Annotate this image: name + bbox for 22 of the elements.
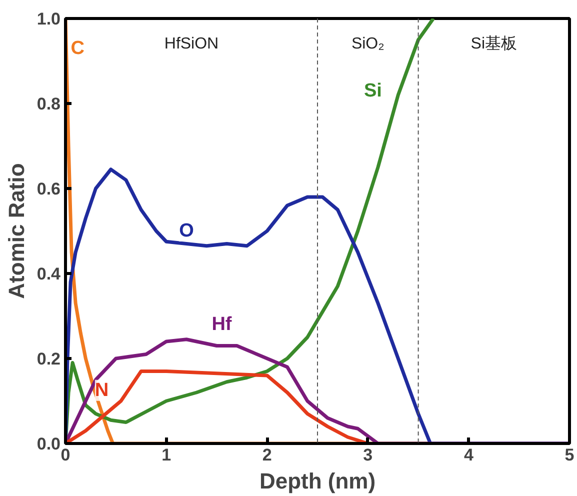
y-tick-label: 0.0 xyxy=(36,434,61,454)
x-tick-label: 1 xyxy=(162,446,172,464)
y-tick-label: 0.6 xyxy=(36,180,61,198)
x-axis-title: Depth (nm) xyxy=(259,468,376,494)
annotation: Si基板 xyxy=(470,34,518,52)
x-tick-label: 0 xyxy=(60,446,70,464)
x-tick-label: 5 xyxy=(564,446,574,464)
series-label: O xyxy=(179,220,194,242)
series-label: Si xyxy=(364,80,382,102)
annotation: SiO₂ xyxy=(351,36,384,52)
y-tick-label: 0.4 xyxy=(36,264,62,284)
x-tick-label: 2 xyxy=(262,446,272,464)
annotation: HfSiON xyxy=(164,36,219,52)
series-label: N xyxy=(94,380,109,401)
series-label: Hf xyxy=(212,314,232,335)
x-tick-label: 3 xyxy=(363,446,373,464)
series-label: C xyxy=(70,38,85,59)
y-axis-title: Atomic Ratio xyxy=(4,163,29,299)
y-tick-label: 0.2 xyxy=(36,350,61,368)
x-tick-label: 4 xyxy=(464,446,474,464)
y-tick-label: 1.0 xyxy=(36,10,61,28)
y-tick-label: 0.8 xyxy=(36,94,61,114)
